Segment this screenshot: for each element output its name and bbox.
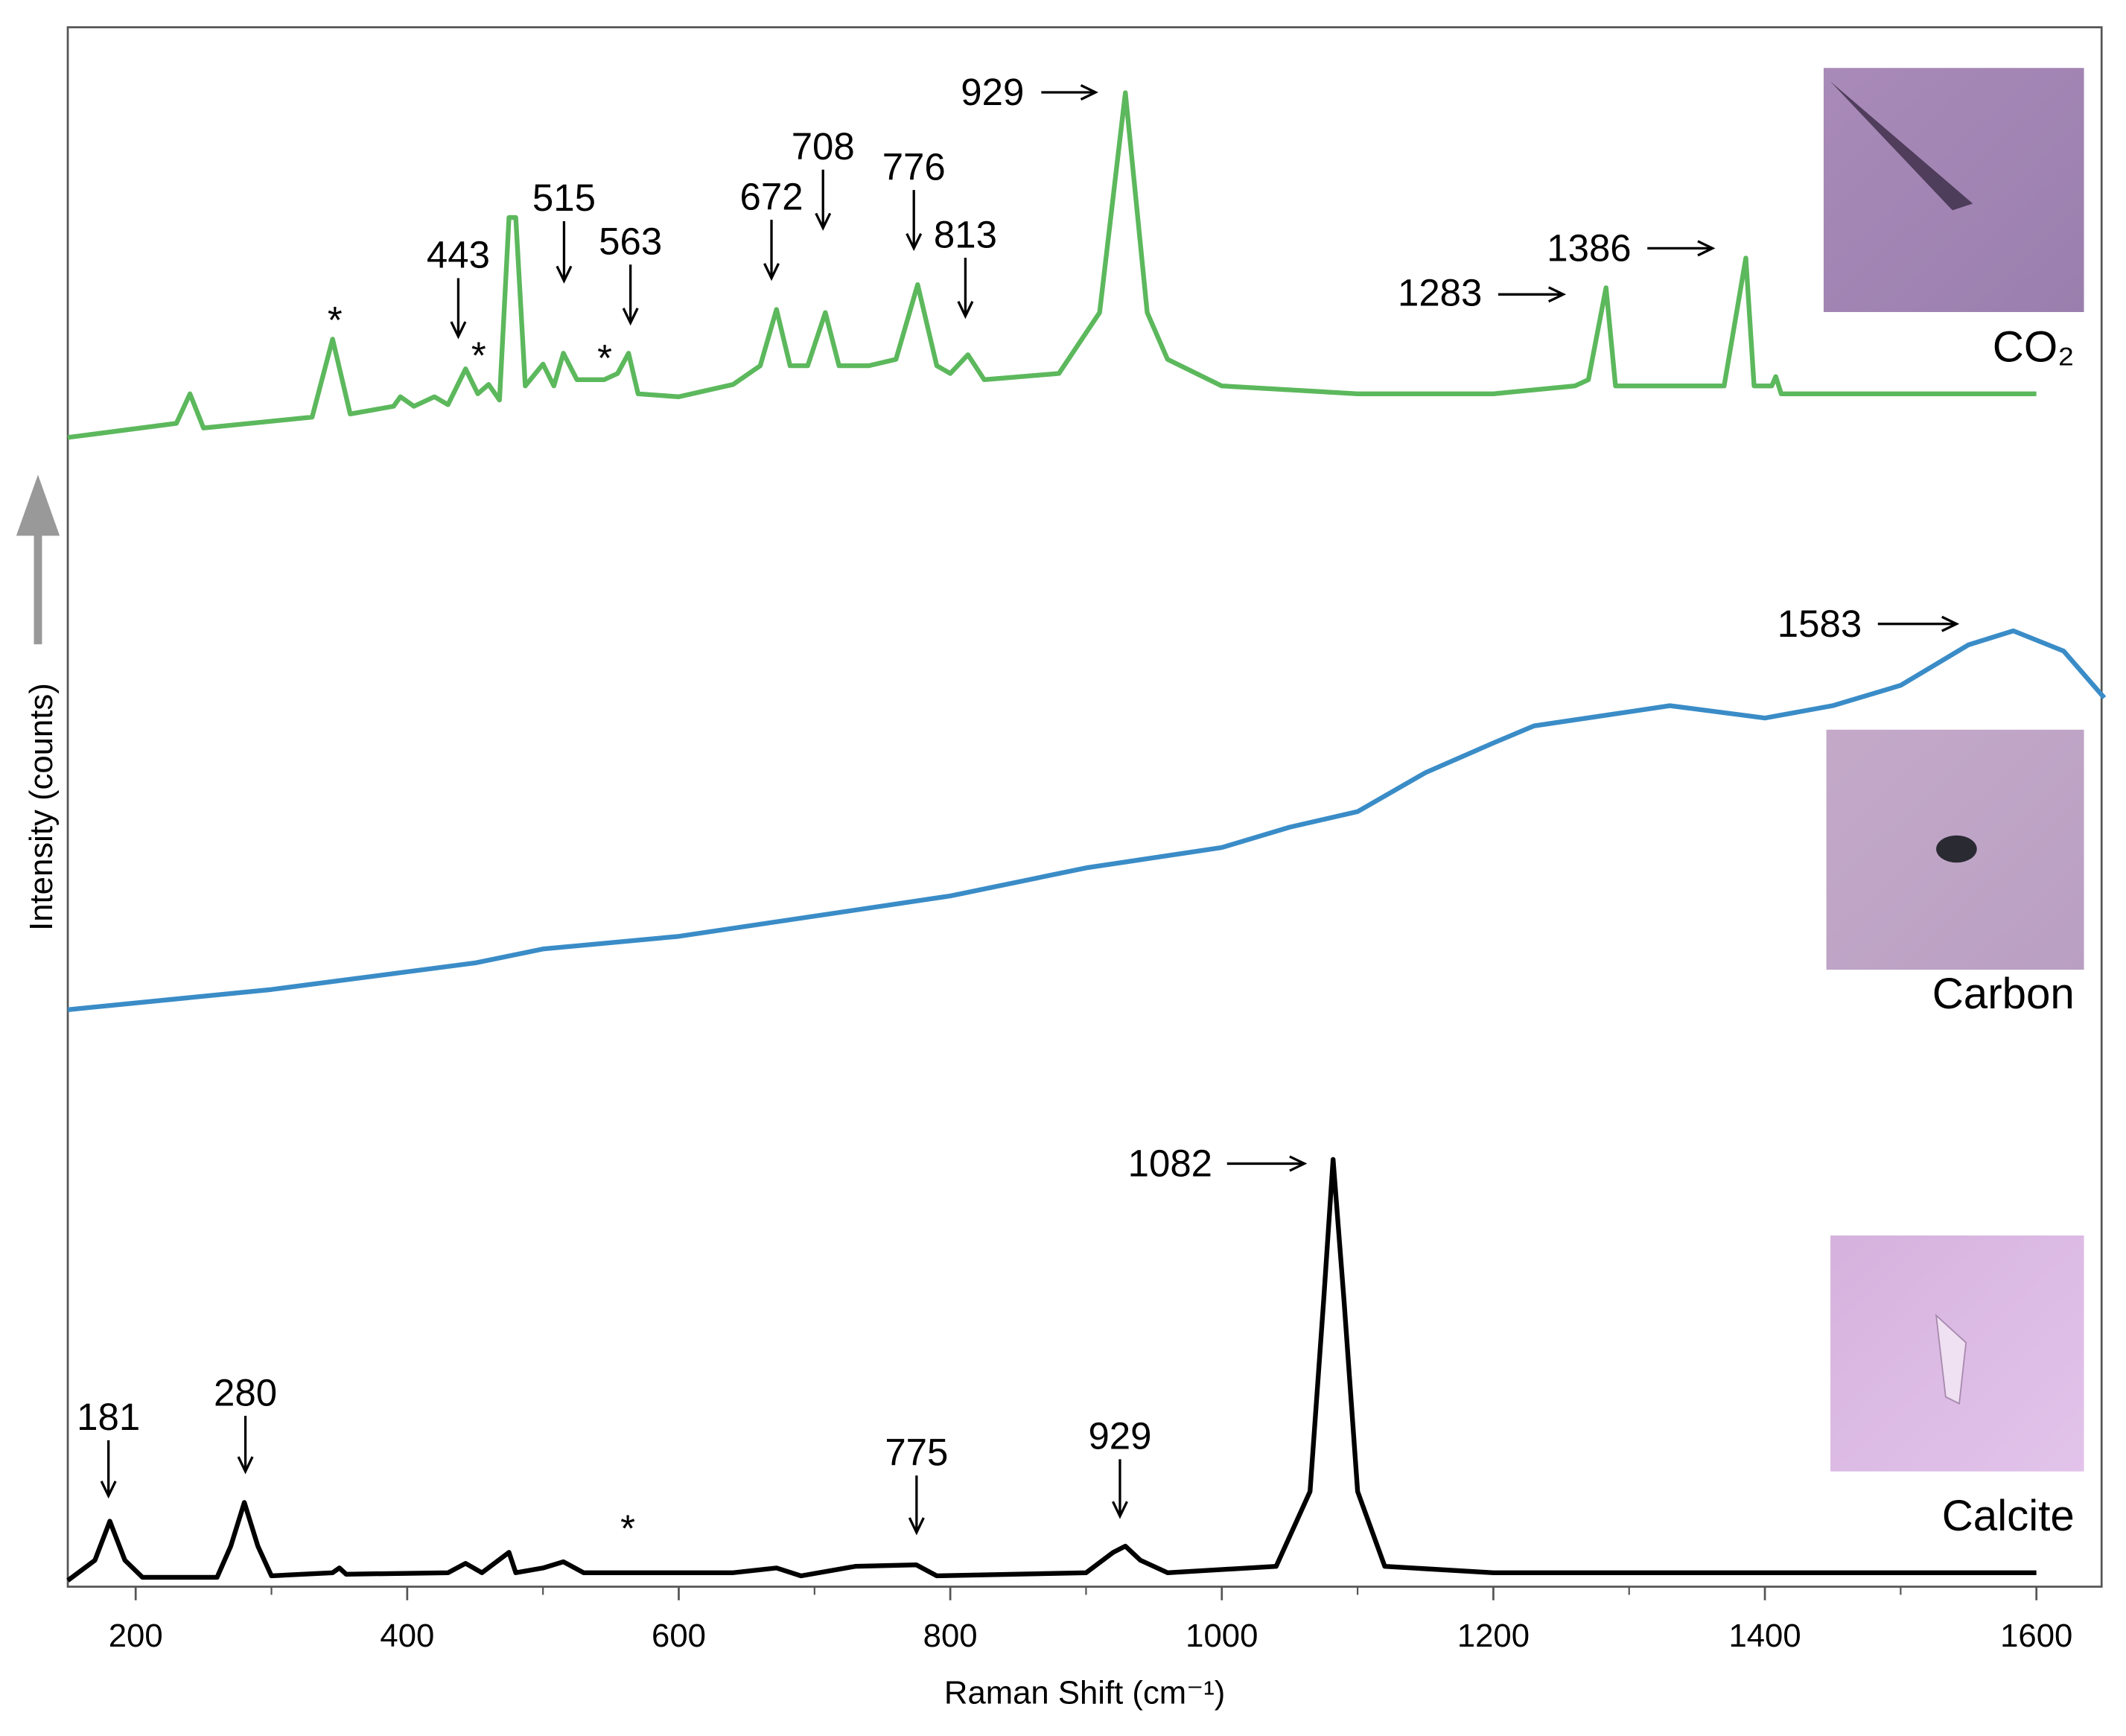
peak-label: 515 xyxy=(532,177,596,219)
peak-label: * xyxy=(471,334,486,376)
x-axis-label: Raman Shift (cm⁻¹) xyxy=(944,1675,1225,1711)
peak-arrow-head xyxy=(815,212,832,231)
peak-label: 776 xyxy=(882,145,946,188)
x-tick-label: 600 xyxy=(652,1618,706,1654)
peak-label: 813 xyxy=(934,213,997,255)
peak-label: 1082 xyxy=(1128,1142,1212,1185)
peak-label: 563 xyxy=(599,220,662,262)
peak-arrow-head xyxy=(450,321,467,340)
peak-arrow-head xyxy=(1547,286,1567,303)
micrograph-detail xyxy=(1936,835,1977,863)
x-tick-label: 1000 xyxy=(1185,1618,1258,1654)
spectrum-line xyxy=(67,628,2107,1012)
peak-label: 1283 xyxy=(1398,272,1482,314)
peak-label: * xyxy=(597,337,612,379)
peak-arrow-head xyxy=(556,265,573,284)
peak-label: 1583 xyxy=(1777,602,1862,645)
peak-label: 929 xyxy=(1088,1415,1151,1457)
peak-label: 181 xyxy=(77,1396,140,1438)
x-tick-label: 800 xyxy=(923,1618,978,1654)
x-tick-label: 1200 xyxy=(1457,1618,1530,1654)
spectrum-line xyxy=(66,1157,2037,1583)
plot-frame xyxy=(66,26,2103,1588)
peak-arrow-head xyxy=(906,233,923,252)
series-label: Carbon xyxy=(1932,970,2075,1018)
x-tick-label: 1400 xyxy=(1728,1618,1801,1654)
spectrum-line xyxy=(67,90,2037,440)
peak-label: 443 xyxy=(427,234,490,276)
micrograph-detail xyxy=(1830,81,1973,211)
x-tick-label: 400 xyxy=(380,1618,434,1654)
peak-arrow-head xyxy=(622,308,639,326)
x-tick-label: 200 xyxy=(109,1618,163,1654)
peak-arrow-head xyxy=(1289,1155,1308,1172)
peak-arrow-head xyxy=(1080,84,1098,101)
peak-label: 1386 xyxy=(1547,227,1631,270)
peak-arrow-head xyxy=(1697,240,1716,257)
intensity-arrow-head xyxy=(16,474,60,536)
x-tick-label: 1600 xyxy=(2000,1618,2072,1654)
peak-arrow-head xyxy=(763,263,780,282)
y-axis-label: Intensity (counts) xyxy=(23,683,60,931)
peak-arrow-head xyxy=(1941,615,1960,632)
peak-label: * xyxy=(328,299,343,341)
peak-label: 775 xyxy=(885,1431,948,1473)
peak-arrow-head xyxy=(1111,1501,1128,1519)
peak-arrow-head xyxy=(237,1456,254,1475)
peak-arrow-head xyxy=(100,1481,117,1499)
series-label: CO₂ xyxy=(1993,322,2075,371)
peak-arrow-head xyxy=(957,301,974,319)
micrograph-detail xyxy=(1935,1314,1967,1405)
peak-label: 280 xyxy=(214,1371,277,1414)
peak-label: * xyxy=(620,1507,635,1549)
peak-label: 929 xyxy=(961,71,1024,113)
peak-label: 672 xyxy=(740,175,803,217)
peak-arrow-head xyxy=(908,1517,925,1536)
series-label: Calcite xyxy=(1942,1492,2075,1540)
peak-label: 708 xyxy=(792,125,855,168)
